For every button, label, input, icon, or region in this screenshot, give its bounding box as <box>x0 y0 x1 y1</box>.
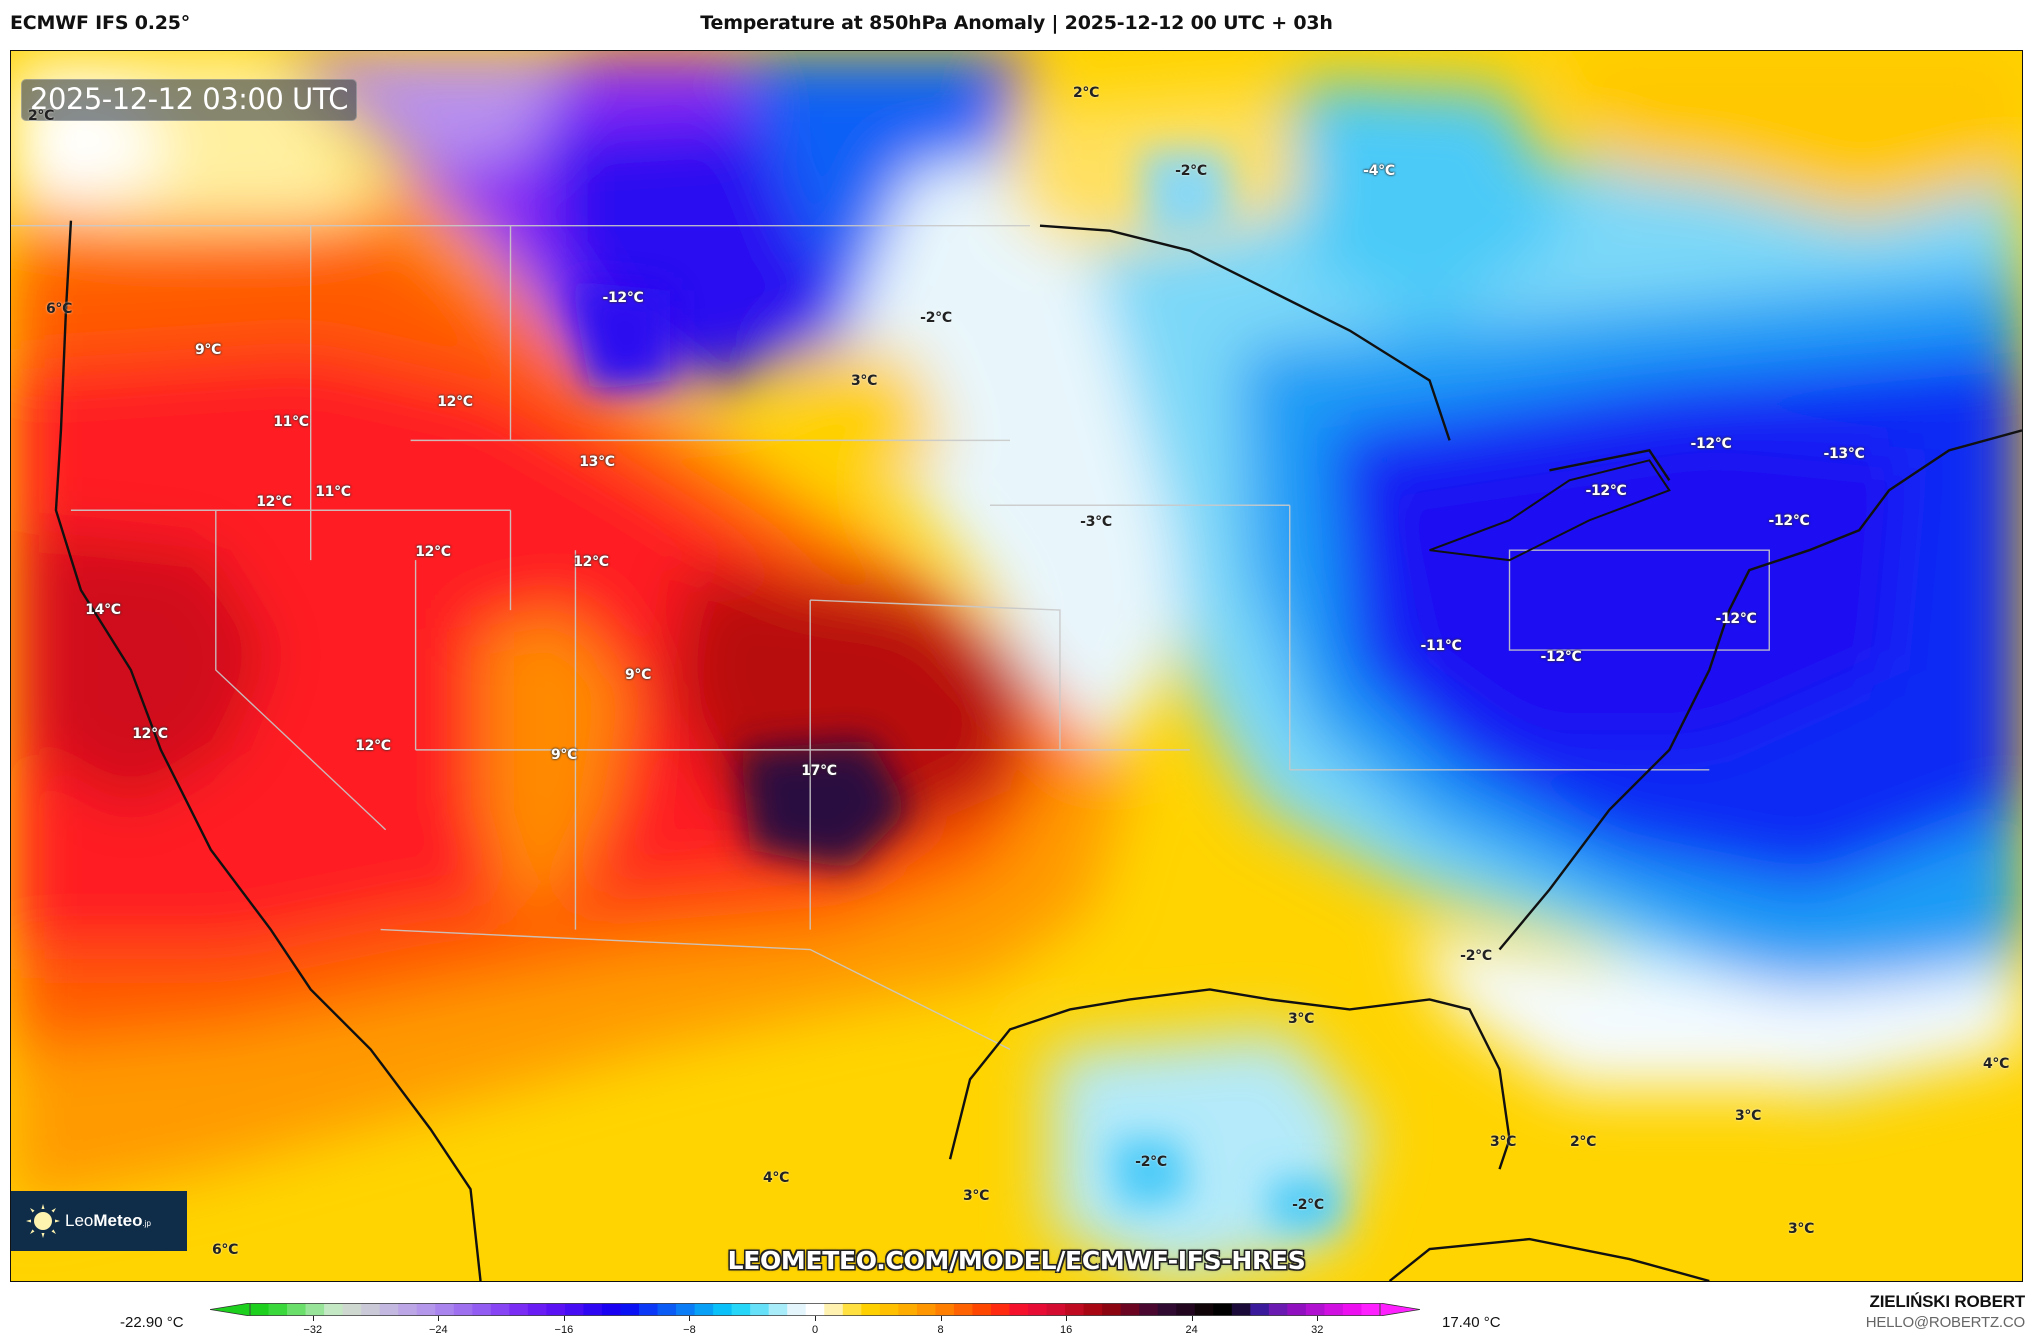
contour-label: 11°C <box>273 414 309 430</box>
contour-label: -13°C <box>1823 446 1865 462</box>
colorbar-tick <box>689 1316 691 1321</box>
colorbar-tick-label: 8 <box>937 1324 944 1336</box>
colorbar-tick-label: 16 <box>1059 1324 1073 1336</box>
contour-label: -4°C <box>1363 163 1395 179</box>
contour-label: -12°C <box>1585 483 1627 499</box>
colorbar-tick-label: −24 <box>428 1324 448 1336</box>
contour-label: 3°C <box>962 1188 990 1204</box>
contour-label: 12°C <box>573 554 609 570</box>
colorbar-tick-label: −8 <box>683 1324 696 1336</box>
contour-label: 2°C <box>1569 1134 1597 1150</box>
contour-label: -3°C <box>1080 514 1112 530</box>
contour-label: 9°C <box>550 747 578 763</box>
contour-label: 9°C <box>624 667 652 683</box>
contour-label: 3°C <box>1489 1134 1517 1150</box>
author-name: ZIELIŃSKI ROBERT <box>1869 1292 2026 1311</box>
logo-text: LeoMeteo.jp <box>65 1211 151 1230</box>
contour-label: 12°C <box>256 494 292 510</box>
colorbar-tick <box>1066 1316 1068 1321</box>
contour-label: -12°C <box>1768 513 1810 529</box>
colorbar-max-value: 17.40 °C <box>1442 1314 1501 1331</box>
contour-label: -12°C <box>1690 436 1732 452</box>
sun-icon <box>26 1204 60 1238</box>
colorbar-min-value: -22.90 °C <box>120 1314 184 1331</box>
contour-label: 2°C <box>27 108 55 124</box>
anomaly-map[interactable]: 2025-12-12 03:00 UTC 2°C 2°C -2°C -4°C -12°C… <box>10 50 2023 1282</box>
contour-label: -11°C <box>1420 638 1462 654</box>
contour-label: 12°C <box>355 738 391 754</box>
contour-label: 3°C <box>1734 1108 1762 1124</box>
contour-label: 12°C <box>437 394 473 410</box>
contour-label: 9°C <box>194 342 222 358</box>
contour-label: -2°C <box>920 310 952 326</box>
contour-label: 12°C <box>415 544 451 560</box>
colorbar-ticks: −32 −24 −16 −8 0 8 16 24 32 <box>210 1316 1420 1336</box>
contour-label: -2°C <box>1175 163 1207 179</box>
author-email[interactable]: HELLO@ROBERTZ.CO <box>1865 1314 2025 1331</box>
colorbar-tick-label: 32 <box>1311 1324 1324 1336</box>
contour-label: 3°C <box>1787 1221 1815 1237</box>
source-watermark: LEOMETEO.COM/MODEL/ECMWF-IFS-HRES <box>727 1246 1306 1275</box>
contour-label: -12°C <box>1540 649 1582 665</box>
leometeo-logo[interactable]: LeoMeteo.jp <box>11 1191 187 1251</box>
contour-label: 6°C <box>211 1242 239 1258</box>
colorbar-tick <box>438 1316 440 1321</box>
colorbar-tick <box>1317 1316 1319 1321</box>
colorbar-tick <box>563 1316 565 1321</box>
contour-label: 3°C <box>1287 1011 1315 1027</box>
colorbar-tick <box>312 1316 314 1321</box>
temperature-field <box>11 51 2022 1281</box>
contour-label: 12°C <box>132 726 168 742</box>
valid-time-badge: 2025-12-12 03:00 UTC <box>21 79 358 121</box>
contour-label: 4°C <box>1982 1056 2010 1072</box>
contour-label: 3°C <box>850 373 878 389</box>
contour-label: 6°C <box>45 301 73 317</box>
model-name: ECMWF IFS 0.25° <box>10 12 191 34</box>
contour-label: 4°C <box>762 1170 790 1186</box>
contour-label: 13°C <box>579 454 615 470</box>
colorbar-tick <box>940 1316 942 1321</box>
contour-label: 17°C <box>801 763 837 779</box>
chart-title: Temperature at 850hPa Anomaly | 2025-12-… <box>700 12 1333 34</box>
colorbar-tick-label: 24 <box>1185 1324 1198 1336</box>
contour-label: -2°C <box>1292 1197 1324 1213</box>
colorbar-tick <box>815 1316 816 1321</box>
colorbar-tick-label: −32 <box>303 1324 323 1336</box>
contour-label: -2°C <box>1135 1154 1167 1170</box>
colorbar-tick-label: −16 <box>554 1324 574 1336</box>
colorbar <box>210 1303 1420 1316</box>
colorbar-tick <box>1191 1316 1193 1321</box>
contour-label: -12°C <box>1715 611 1757 627</box>
colorbar-tick-label: 0 <box>811 1324 819 1336</box>
contour-label: 14°C <box>85 602 121 618</box>
contour-label: -12°C <box>602 290 644 306</box>
contour-label: -2°C <box>1460 948 1492 964</box>
contour-label: 11°C <box>315 484 351 500</box>
contour-label: 2°C <box>1072 85 1100 101</box>
